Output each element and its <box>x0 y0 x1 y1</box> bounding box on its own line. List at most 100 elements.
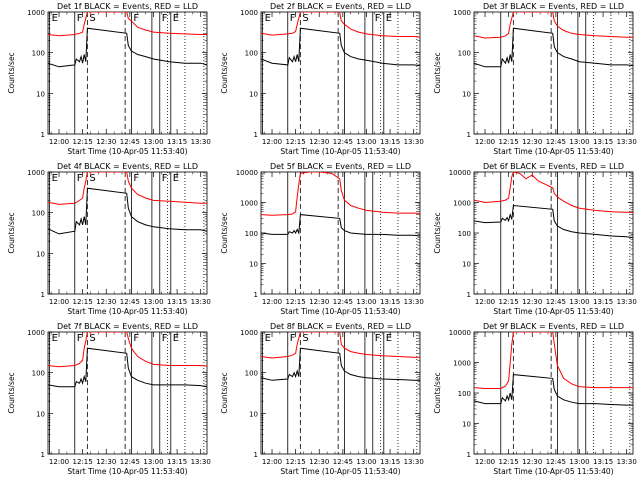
y-tick-label: 10000 <box>449 329 471 337</box>
x-tick-label: 13:15 <box>380 138 400 146</box>
y-tick-label: 10 <box>249 410 258 418</box>
marker-label: F <box>133 173 139 184</box>
detector-panel-1: Det 1f BLACK = Events, RED = LLD 1 10 100 10… <box>7 2 211 156</box>
y-tick-label: 10000 <box>236 169 258 177</box>
y-axis-label: Counts/sec <box>433 372 442 413</box>
y-tick-label: 100 <box>245 370 258 378</box>
x-tick-label: 12:45 <box>546 298 566 306</box>
y-tick-label: 1000 <box>27 169 45 177</box>
y-tick-label: 1000 <box>453 360 471 368</box>
panel-title: Det 5f BLACK = Events, RED = LLD <box>270 162 411 171</box>
plot-frame <box>47 171 208 295</box>
x-tick-label: 13:15 <box>167 458 187 466</box>
y-tick-label: 1 <box>254 451 258 459</box>
y-tick-label: 1 <box>467 131 471 139</box>
x-tick-label: 13:00 <box>356 138 376 146</box>
y-tick-label: 100 <box>458 390 471 398</box>
y-tick-label: 10000 <box>449 169 471 177</box>
x-tick-label: 12:15 <box>286 138 306 146</box>
x-axis-label: Start Time (10-Apr-05 11:53:40) <box>67 307 187 316</box>
x-tick-label: 13:15 <box>167 298 187 306</box>
detector-panel-6: Det 6f BLACK = Events, RED = LLD 1 10 100 10… <box>433 162 637 316</box>
lld-series-line <box>48 12 207 37</box>
x-tick-label: 12:00 <box>475 298 495 306</box>
marker-label: E <box>52 333 58 344</box>
y-tick-label: 1000 <box>240 9 258 17</box>
y-tick-label: 1 <box>41 451 45 459</box>
x-tick-label: 12:45 <box>120 298 140 306</box>
x-tick-label: 13:30 <box>404 458 424 466</box>
y-axis-label: Counts/sec <box>220 372 229 413</box>
detector-panel-8: Det 8f BLACK = Events, RED = LLD 1 10 100 10… <box>220 322 424 476</box>
panel-title: Det 4f BLACK = Events, RED = LLD <box>57 162 198 171</box>
marker-label: F <box>77 333 83 344</box>
x-tick-label: 13:30 <box>404 298 424 306</box>
lld-series-line <box>261 332 420 359</box>
x-tick-label: 12:45 <box>120 458 140 466</box>
panel-title: Det 6f BLACK = Events, RED = LLD <box>483 162 624 171</box>
y-tick-label: 100 <box>32 210 45 218</box>
y-tick-label: 100 <box>245 50 258 58</box>
x-tick-label: 12:45 <box>333 298 353 306</box>
y-tick-label: 1 <box>467 291 471 299</box>
y-tick-label: 100 <box>458 50 471 58</box>
x-tick-label: 13:00 <box>569 458 589 466</box>
x-tick-label: 13:00 <box>569 298 589 306</box>
marker-label: E <box>386 333 392 344</box>
x-tick-label: 12:30 <box>522 458 542 466</box>
x-tick-label: 13:00 <box>143 298 163 306</box>
y-axis-label: Counts/sec <box>433 212 442 253</box>
x-tick-label: 12:00 <box>475 458 495 466</box>
y-axis-label: Counts/sec <box>220 52 229 93</box>
x-tick-label: 12:30 <box>522 298 542 306</box>
x-axis-label: Start Time (10-Apr-05 11:53:40) <box>493 147 613 156</box>
x-tick-label: 12:00 <box>262 138 282 146</box>
x-tick-label: 12:30 <box>309 138 329 146</box>
plot-frame <box>47 11 208 135</box>
detector-panel-7: Det 7f BLACK = Events, RED = LLD 1 10 100 10… <box>7 322 211 476</box>
x-axis-label: Start Time (10-Apr-05 11:53:40) <box>280 467 400 476</box>
events-series-line <box>474 27 633 68</box>
panel-title: Det 1f BLACK = Events, RED = LLD <box>57 2 198 11</box>
events-series-line <box>261 347 420 381</box>
x-tick-label: 13:30 <box>191 298 211 306</box>
x-tick-label: 12:45 <box>333 458 353 466</box>
plot-frame <box>260 171 421 295</box>
x-tick-label: 13:00 <box>356 298 376 306</box>
x-tick-label: 13:15 <box>593 298 613 306</box>
detector-panel-3: Det 3f BLACK = Events, RED = LLD 1 10 100 10… <box>433 2 637 156</box>
x-tick-label: 13:30 <box>191 458 211 466</box>
marker-label: E <box>52 173 58 184</box>
x-tick-label: 12:45 <box>120 138 140 146</box>
y-tick-label: 10 <box>249 261 258 269</box>
lld-series-line <box>474 172 633 213</box>
x-tick-label: 12:30 <box>96 298 116 306</box>
marker-label: F <box>162 13 168 24</box>
marker-label: E <box>52 13 58 24</box>
x-tick-label: 12:45 <box>333 138 353 146</box>
events-series-line <box>48 27 207 68</box>
x-tick-label: 13:30 <box>191 138 211 146</box>
y-tick-label: 100 <box>32 370 45 378</box>
x-tick-label: 12:15 <box>286 298 306 306</box>
x-tick-label: 13:00 <box>569 138 589 146</box>
x-tick-label: 12:30 <box>96 458 116 466</box>
x-tick-label: 12:15 <box>286 458 306 466</box>
marker-label: F <box>162 173 168 184</box>
x-axis-label: Start Time (10-Apr-05 11:53:40) <box>67 467 187 476</box>
x-tick-label: 13:15 <box>380 458 400 466</box>
plot-frame <box>260 11 421 135</box>
x-axis-label: Start Time (10-Apr-05 11:53:40) <box>67 147 187 156</box>
y-tick-label: 1000 <box>240 200 258 208</box>
y-tick-label: 1 <box>41 131 45 139</box>
x-tick-label: 12:15 <box>499 138 519 146</box>
x-tick-label: 12:00 <box>49 298 69 306</box>
x-tick-label: 12:00 <box>49 138 69 146</box>
panel-title: Det 9f BLACK = Events, RED = LLD <box>483 322 624 331</box>
marker-label: F <box>162 333 168 344</box>
y-tick-label: 10 <box>36 250 45 258</box>
x-tick-label: 12:15 <box>73 138 93 146</box>
events-series-line <box>261 214 420 237</box>
marker-label: E <box>265 333 271 344</box>
